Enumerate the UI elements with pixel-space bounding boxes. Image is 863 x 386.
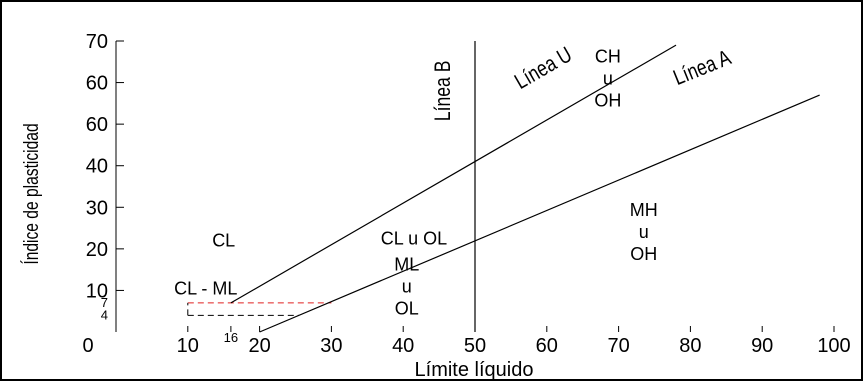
- region-label: CL: [212, 231, 235, 251]
- line-label: Línea B: [431, 61, 455, 122]
- series-line: [259, 94, 820, 333]
- y-tick-label: 40: [86, 156, 108, 178]
- region-label: CL - ML: [174, 278, 237, 298]
- y-tick-label: 10: [86, 280, 108, 302]
- region-label: CH: [595, 46, 621, 66]
- y-tick-label: 60: [86, 73, 108, 95]
- y-tick-label: 20: [86, 239, 108, 261]
- x-minor-tick-label: 16: [224, 330, 238, 345]
- x-tick-label: 70: [607, 335, 629, 357]
- x-axis-ticks: 0 10 20 30 40 50 60 70 80 90 100 16: [82, 326, 851, 357]
- series-line: [230, 44, 677, 304]
- x-tick-label: 40: [392, 335, 414, 357]
- y-minor-tick-label: 4: [101, 307, 108, 322]
- y-tick-label: 70: [86, 31, 108, 53]
- series-lines: [230, 41, 820, 333]
- y-minor-tick-label: 7: [101, 295, 108, 310]
- x-tick-label: 60: [536, 335, 558, 357]
- region-label: OH: [630, 244, 657, 264]
- x-tick-label: 50: [464, 335, 486, 357]
- y-tick-label: 30: [86, 197, 108, 219]
- x-tick-label: 90: [751, 335, 773, 357]
- region-label: OH: [594, 90, 621, 110]
- x-tick-label: 80: [679, 335, 701, 357]
- region-label: MH: [630, 200, 658, 220]
- x-tick-label: 0: [82, 335, 93, 357]
- x-tick-label: 10: [177, 335, 199, 357]
- region-label: u: [402, 276, 412, 296]
- y-axis-title: Índice de plasticidad: [20, 123, 42, 264]
- y-axis-ticks: 10 20 30 40 60 60 70 74: [86, 31, 124, 322]
- x-axis-title: Límite líquido: [415, 359, 534, 381]
- x-tick-label: 20: [248, 335, 270, 357]
- region-label: CL u OL: [381, 228, 447, 248]
- region-label: u: [639, 222, 649, 242]
- region-label: OL: [395, 298, 419, 318]
- reference-lines: [187, 302, 332, 316]
- x-tick-label: 100: [817, 335, 850, 357]
- region-label: ML: [394, 254, 419, 274]
- x-tick-label: 30: [320, 335, 342, 357]
- region-label: u: [603, 68, 613, 88]
- y-tick-label: 60: [86, 114, 108, 136]
